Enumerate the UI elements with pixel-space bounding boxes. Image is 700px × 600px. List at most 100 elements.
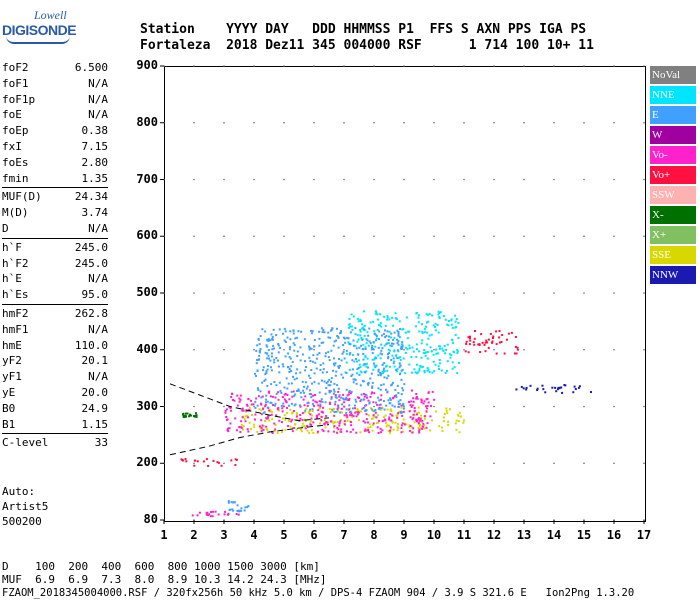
echo-point (421, 365, 424, 368)
echo-point (389, 336, 392, 339)
echo-point (310, 347, 313, 350)
echo-point (260, 428, 263, 431)
echo-point (291, 360, 294, 363)
echo-point (455, 428, 458, 431)
grid-dot (373, 121, 375, 124)
echo-point (341, 352, 344, 355)
echo-point (352, 378, 355, 381)
param-value: 6.500 (74, 61, 108, 74)
echo-point (383, 315, 386, 318)
echo-point (442, 315, 445, 318)
echo-point (378, 406, 381, 409)
echo-point (386, 408, 389, 411)
echo-point (355, 347, 358, 350)
grid-dot (463, 65, 465, 67)
echo-point (359, 330, 362, 333)
echo-point (227, 501, 230, 504)
echo-point (319, 403, 322, 406)
param-name: foEp (2, 124, 29, 138)
echo-point (319, 415, 322, 418)
echo-point (387, 348, 390, 351)
echo-point (248, 406, 251, 409)
echo-point (554, 386, 557, 389)
echo-point (457, 337, 460, 340)
echo-point (411, 371, 414, 374)
echo-point (405, 351, 408, 354)
echo-point (522, 387, 525, 390)
echo-point (432, 324, 435, 327)
echo-point (230, 395, 233, 398)
echo-point (401, 343, 404, 346)
echo-point (454, 333, 457, 336)
echo-point (241, 423, 244, 426)
echo-point (258, 408, 261, 411)
echo-point (336, 431, 339, 434)
echo-point (338, 424, 341, 427)
echo-point (340, 396, 343, 399)
echo-point (205, 513, 208, 516)
echo-point (337, 366, 340, 369)
echo-point (303, 404, 306, 407)
echo-point (363, 398, 366, 401)
grid-dot (193, 121, 195, 124)
echo-point (277, 406, 280, 409)
echo-point (260, 430, 263, 433)
echo-point (290, 382, 293, 385)
echo-point (491, 341, 494, 344)
grid-dot (493, 65, 495, 67)
echo-point (349, 430, 352, 433)
echo-point (419, 423, 422, 426)
echo-point (329, 329, 332, 332)
echo-point (266, 338, 269, 341)
echo-point (416, 419, 419, 422)
echo-point (330, 349, 333, 352)
echo-point (355, 360, 358, 363)
echo-point (353, 378, 356, 381)
echo-point (310, 429, 313, 432)
echo-point (236, 394, 239, 397)
echo-point (318, 337, 321, 340)
echo-point (422, 402, 425, 405)
y-tick-label: 600 (136, 228, 158, 243)
echo-point (311, 382, 314, 385)
param-value: 3.74 (81, 206, 109, 220)
echo-point (294, 337, 297, 340)
echo-point (264, 403, 267, 406)
echo-point (384, 324, 387, 327)
echo-point (333, 357, 336, 360)
echo-point (359, 399, 362, 402)
grid-dot (583, 462, 585, 465)
echo-point (365, 409, 368, 412)
echo-point (258, 354, 261, 357)
grid-dot (433, 405, 435, 408)
echo-point (276, 408, 279, 411)
grid-dot (493, 121, 495, 124)
echo-point (293, 349, 296, 352)
echo-point (301, 419, 304, 422)
grid-dot (463, 178, 465, 181)
echo-point (409, 424, 412, 427)
echo-point (265, 394, 268, 397)
echo-point (286, 411, 289, 414)
echo-point (278, 371, 281, 374)
echo-point (255, 362, 258, 365)
echo-point (236, 509, 239, 512)
echo-point (254, 418, 257, 421)
echo-point (362, 420, 365, 423)
echo-point (212, 459, 215, 462)
echo-point (367, 414, 370, 417)
echo-point (291, 430, 294, 433)
echo-point (202, 460, 205, 463)
echo-point (318, 391, 321, 394)
echo-point (266, 416, 269, 419)
echo-point (443, 413, 446, 416)
echo-point (314, 361, 317, 364)
echo-point (374, 339, 377, 342)
y-tick-label: 900 (136, 58, 158, 72)
echo-point (270, 383, 273, 386)
echo-point (299, 346, 302, 349)
echo-point (323, 419, 326, 422)
echo-point (374, 366, 377, 369)
echo-point (359, 384, 362, 387)
footer-muf-row: MUF 6.9 6.9 7.3 8.0 8.9 10.3 14.2 24.3 [… (2, 573, 327, 586)
